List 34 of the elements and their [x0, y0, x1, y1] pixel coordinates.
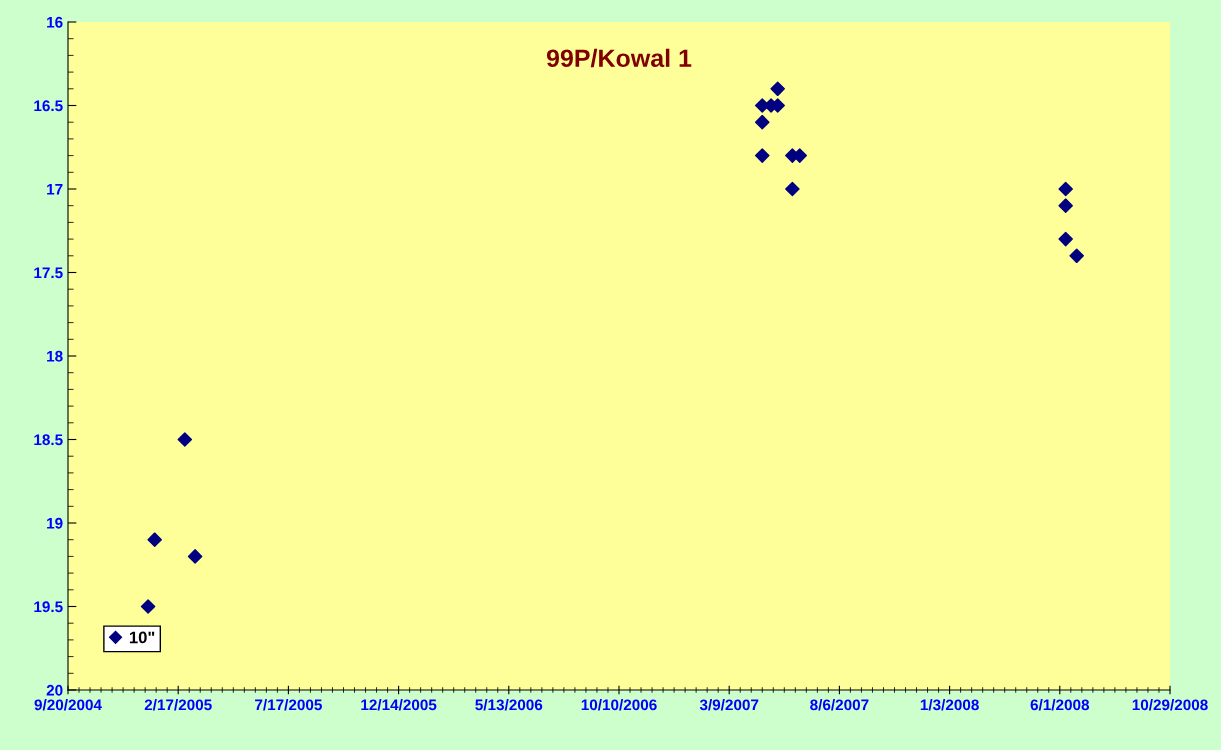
- point: [187, 549, 203, 564]
- x-tick-label: 2/17/2005: [144, 699, 212, 711]
- x-tick-label: 12/14/2005: [361, 699, 437, 711]
- point: [1058, 231, 1073, 247]
- y-tick-label: 17: [47, 184, 63, 195]
- y-tick-label: 16.5: [34, 100, 63, 112]
- point: [1069, 248, 1084, 264]
- point: [1058, 181, 1073, 197]
- x-tick-label: 10/10/2006: [581, 699, 657, 711]
- x-tick-label: 5/13/2006: [475, 699, 543, 711]
- x-tick-label: 7/17/2005: [255, 699, 322, 711]
- point: [754, 148, 770, 163]
- point: [1058, 198, 1073, 213]
- point: [177, 432, 193, 447]
- x-tick-label: 8/6/2007: [810, 699, 869, 711]
- point: [147, 532, 162, 547]
- point: [785, 181, 800, 197]
- point: [770, 81, 785, 97]
- y-tick-label: 18.5: [34, 434, 63, 446]
- y-tick-label: 19: [47, 517, 63, 529]
- x-tick-label: 1/3/2008: [920, 699, 979, 711]
- y-tick-label: 17.5: [34, 267, 63, 279]
- y-tick-label: 19.5: [34, 601, 63, 613]
- point: [140, 599, 156, 614]
- legend-label: 10": [129, 631, 155, 644]
- x-tick-label: 10/29/2008: [1132, 699, 1208, 711]
- x-tick-label: 6/1/2008: [1030, 699, 1090, 711]
- y-tick-label: 20: [46, 684, 63, 696]
- text: 99P/Kowal 1: [546, 48, 692, 68]
- x-tick-label: 9/20/2004: [34, 699, 102, 711]
- point: [754, 114, 770, 130]
- x-tick-label: 3/9/2007: [699, 699, 759, 711]
- y-tick-label: 18: [47, 350, 63, 362]
- y-tick-label: 16: [47, 16, 63, 28]
